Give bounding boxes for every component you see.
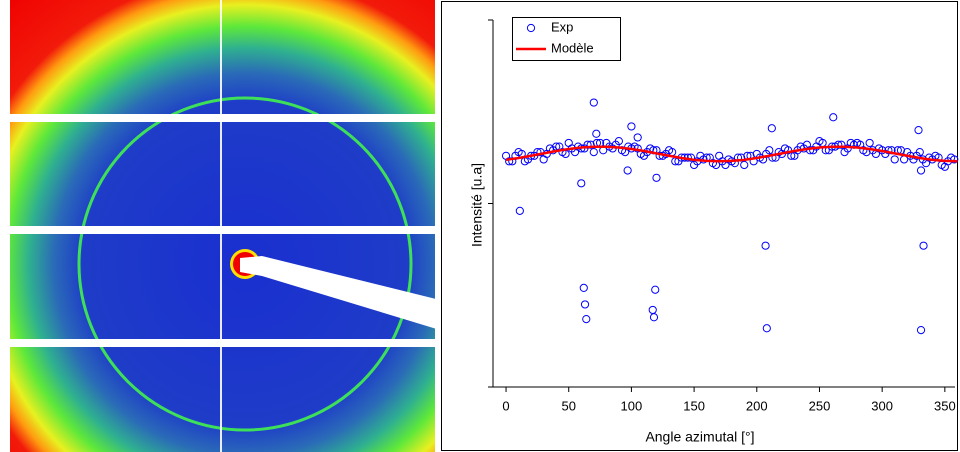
exp-point bbox=[761, 241, 770, 250]
x-tick-label: 100 bbox=[621, 398, 643, 413]
x-tick-label: 0 bbox=[502, 398, 509, 413]
exp-point bbox=[740, 160, 749, 170]
exp-point bbox=[724, 155, 733, 164]
exp-point bbox=[914, 126, 923, 135]
exp-point bbox=[767, 124, 776, 133]
legend-marker bbox=[526, 23, 536, 33]
exp-point bbox=[843, 144, 852, 153]
exp-point bbox=[916, 326, 926, 335]
legend-label: Modèle bbox=[551, 40, 594, 55]
exp-point bbox=[589, 98, 598, 107]
exp-point bbox=[515, 206, 524, 215]
exp-point bbox=[837, 140, 846, 149]
exp-point bbox=[633, 133, 642, 142]
x-tick-label: 250 bbox=[809, 398, 831, 413]
exp-point bbox=[586, 140, 595, 149]
exp-point bbox=[579, 283, 588, 293]
exp-point bbox=[505, 157, 514, 166]
x-tick-label: 50 bbox=[561, 398, 575, 413]
exp-point bbox=[874, 144, 884, 153]
exp-point bbox=[582, 315, 591, 324]
exp-point bbox=[577, 179, 586, 188]
x-tick-label: 350 bbox=[934, 398, 956, 413]
exp-point bbox=[623, 166, 632, 175]
x-tick-label: 150 bbox=[683, 398, 705, 413]
x-tick-label: 300 bbox=[871, 398, 893, 413]
legend-label: Exp bbox=[551, 19, 573, 34]
exp-point bbox=[829, 113, 838, 122]
x-tick-label: 200 bbox=[746, 398, 768, 413]
exp-point bbox=[580, 300, 590, 309]
exp-point bbox=[649, 313, 659, 322]
y-axis-label: Intensité [u.a] bbox=[469, 163, 485, 247]
plot-frame bbox=[441, 1, 958, 451]
exp-point bbox=[950, 155, 959, 164]
model-line bbox=[505, 145, 958, 163]
exp-point bbox=[624, 142, 633, 151]
exp-point bbox=[589, 148, 598, 157]
exp-point bbox=[652, 173, 661, 182]
exp-point bbox=[916, 166, 926, 175]
exp-point bbox=[919, 241, 928, 250]
x-axis-label: Angle azimutal [°] bbox=[645, 429, 754, 445]
exp-point bbox=[651, 285, 660, 294]
exp-point bbox=[627, 122, 636, 131]
exp-point bbox=[890, 155, 899, 164]
exp-point bbox=[592, 129, 601, 138]
diffraction-image bbox=[10, 0, 435, 452]
exp-point bbox=[865, 138, 874, 148]
legend bbox=[512, 17, 621, 61]
exp-point bbox=[762, 324, 771, 333]
